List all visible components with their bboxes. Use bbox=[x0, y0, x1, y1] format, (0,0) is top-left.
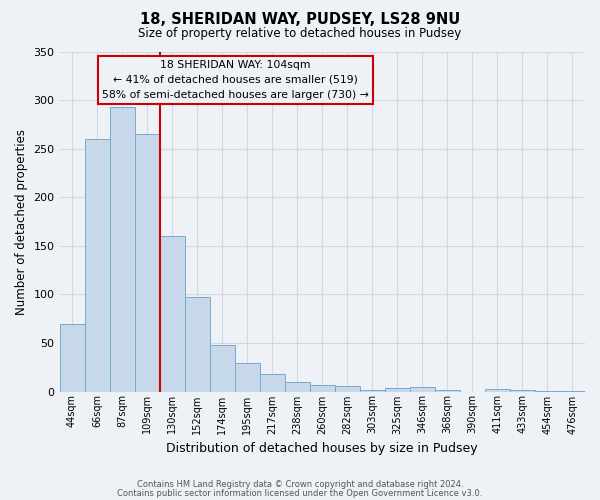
X-axis label: Distribution of detached houses by size in Pudsey: Distribution of detached houses by size … bbox=[166, 442, 478, 455]
Text: Contains HM Land Registry data © Crown copyright and database right 2024.: Contains HM Land Registry data © Crown c… bbox=[137, 480, 463, 489]
Bar bbox=[260, 374, 285, 392]
Bar bbox=[560, 390, 585, 392]
Y-axis label: Number of detached properties: Number of detached properties bbox=[15, 128, 28, 314]
Bar bbox=[235, 364, 260, 392]
Bar bbox=[185, 298, 209, 392]
Bar bbox=[85, 139, 110, 392]
Bar bbox=[535, 390, 560, 392]
Text: 18, SHERIDAN WAY, PUDSEY, LS28 9NU: 18, SHERIDAN WAY, PUDSEY, LS28 9NU bbox=[140, 12, 460, 28]
Bar bbox=[410, 386, 435, 392]
Bar bbox=[435, 390, 460, 392]
Bar bbox=[59, 324, 85, 392]
Bar bbox=[134, 134, 160, 392]
Bar bbox=[360, 390, 385, 392]
Bar bbox=[385, 388, 410, 392]
Text: 18 SHERIDAN WAY: 104sqm
← 41% of detached houses are smaller (519)
58% of semi-d: 18 SHERIDAN WAY: 104sqm ← 41% of detache… bbox=[102, 60, 369, 100]
Bar bbox=[209, 345, 235, 392]
Bar bbox=[160, 236, 185, 392]
Bar bbox=[510, 390, 535, 392]
Bar bbox=[310, 384, 335, 392]
Bar bbox=[335, 386, 360, 392]
Bar bbox=[285, 382, 310, 392]
Bar bbox=[110, 107, 134, 392]
Text: Contains public sector information licensed under the Open Government Licence v3: Contains public sector information licen… bbox=[118, 488, 482, 498]
Bar bbox=[485, 388, 510, 392]
Text: Size of property relative to detached houses in Pudsey: Size of property relative to detached ho… bbox=[139, 28, 461, 40]
